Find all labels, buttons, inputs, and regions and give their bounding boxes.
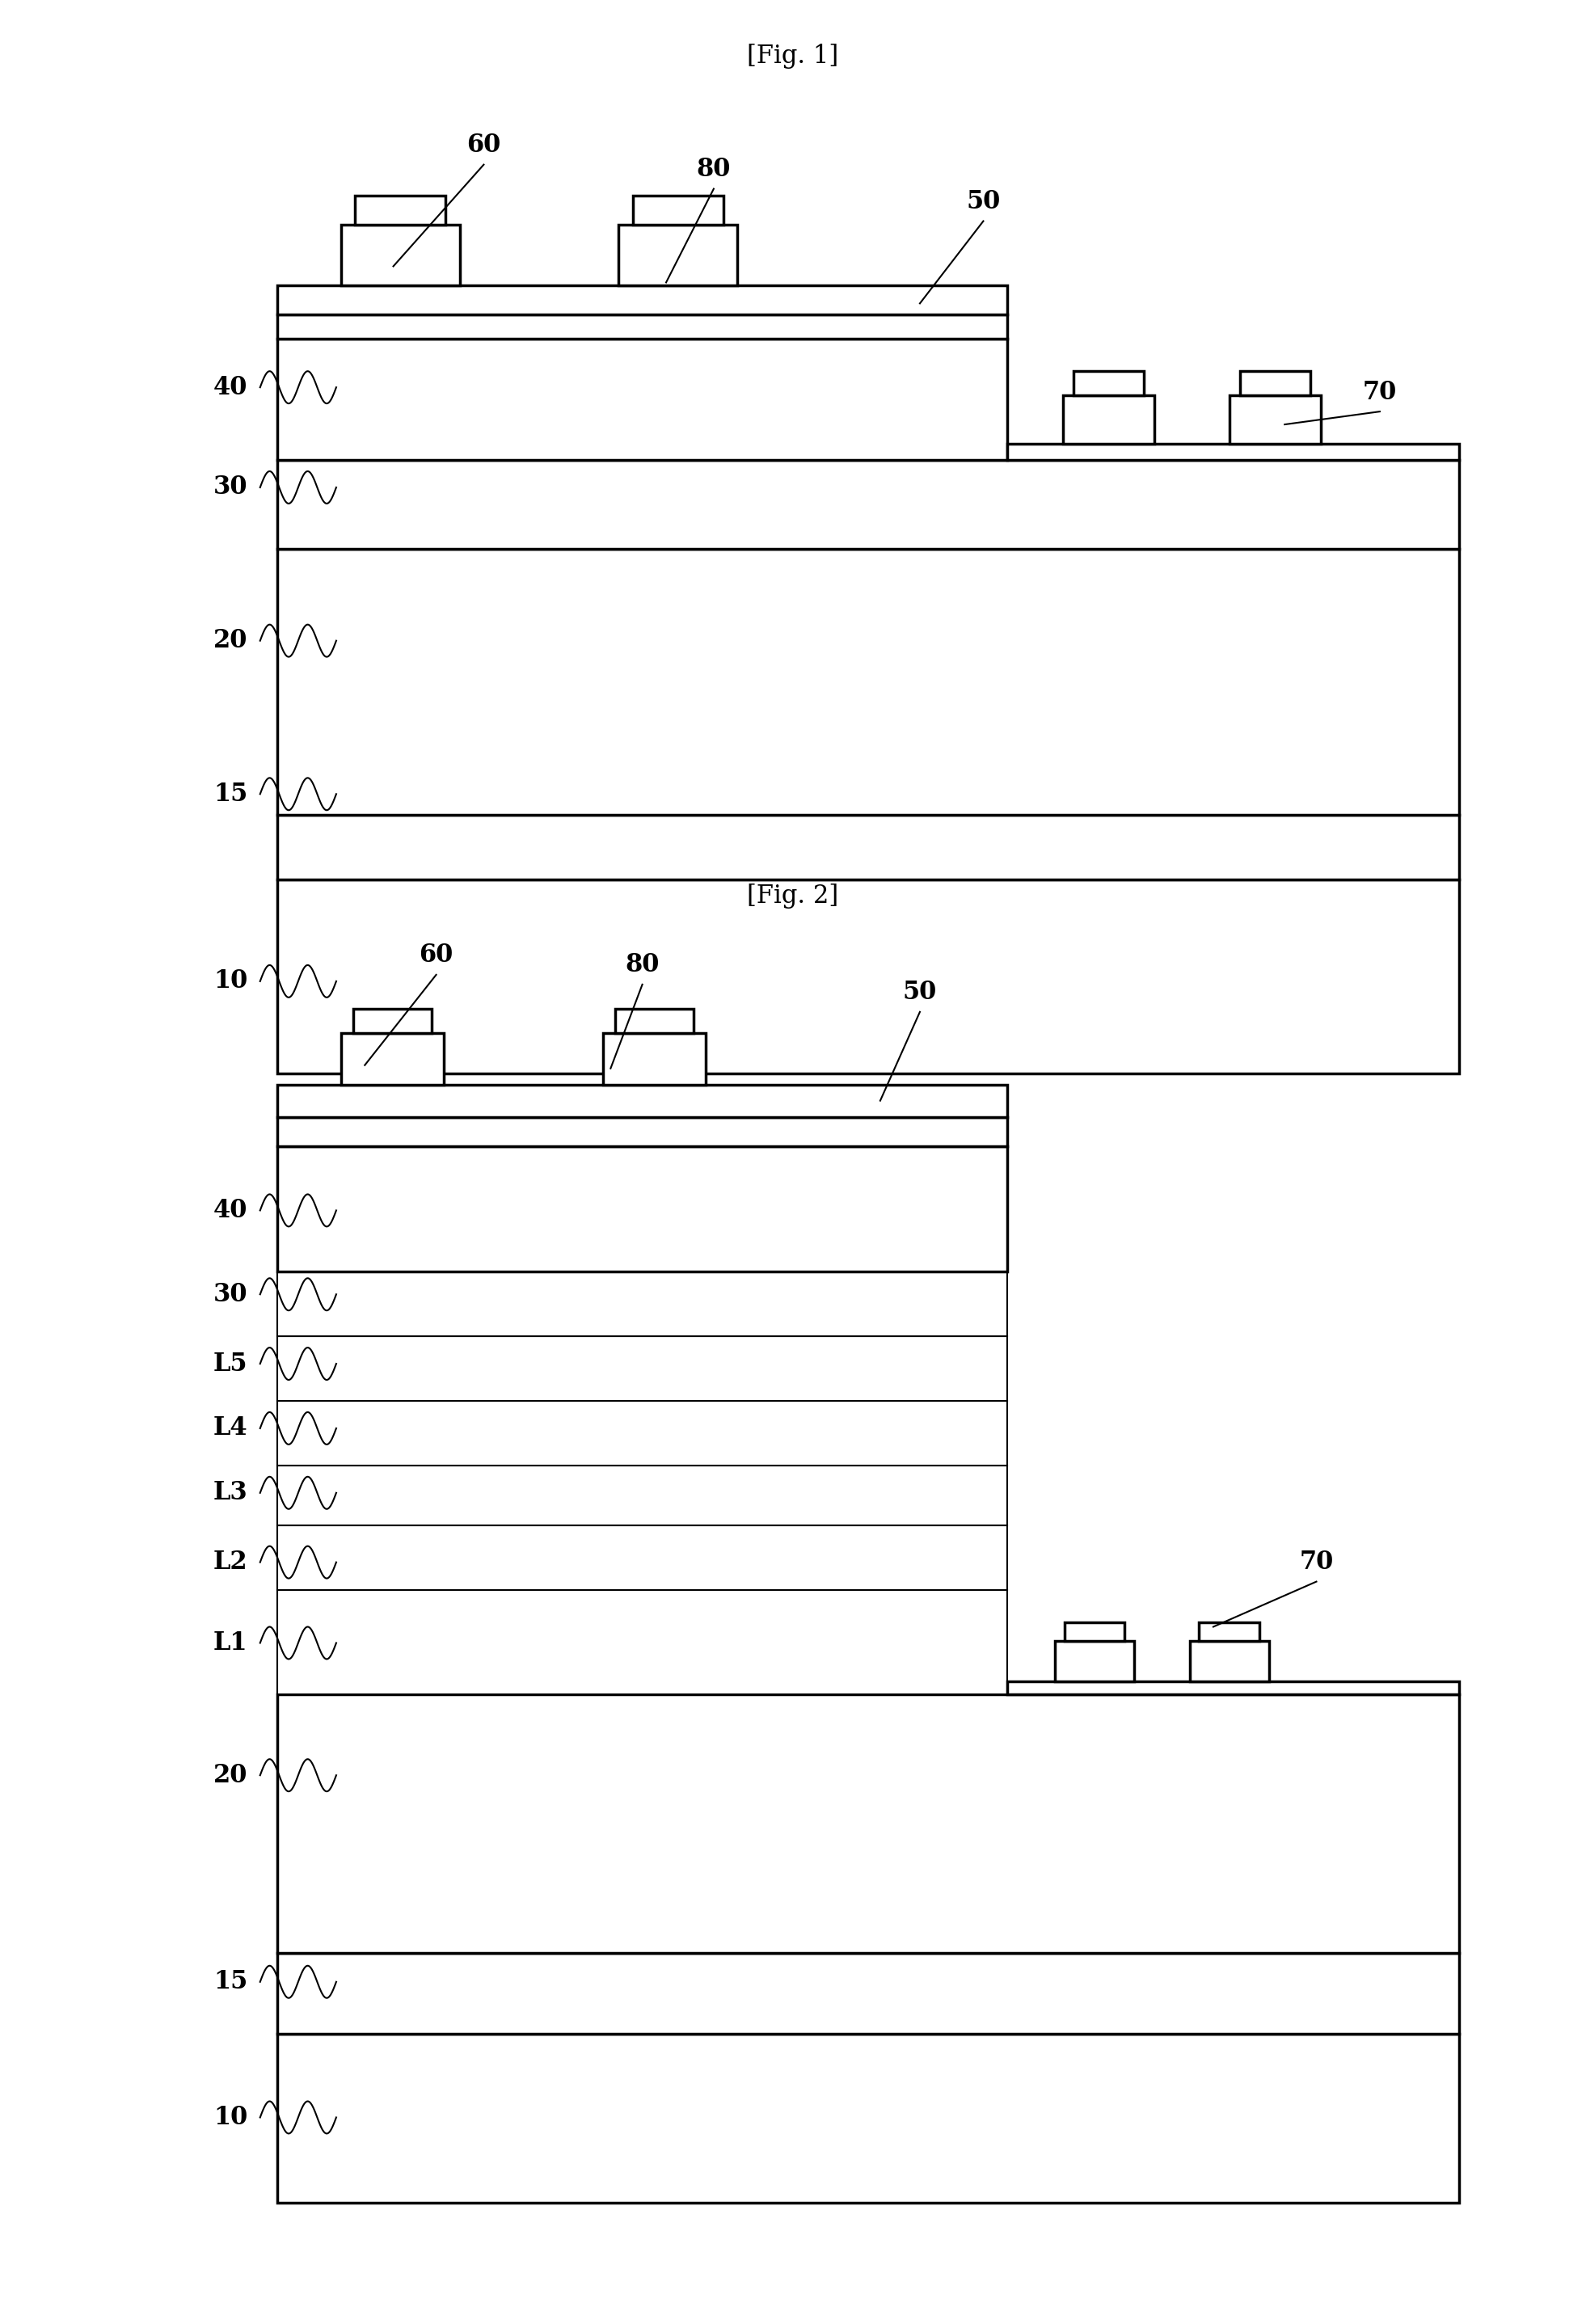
Text: L5: L5	[213, 1350, 247, 1376]
Text: 20: 20	[213, 627, 247, 653]
Bar	[615, 1009, 693, 1032]
Bar	[278, 1118, 1007, 1146]
Text: 15: 15	[213, 1968, 247, 1994]
Text: 40: 40	[213, 1197, 247, 1222]
Bar	[278, 1401, 1007, 1466]
Text: 10: 10	[213, 2106, 247, 2131]
Bar	[278, 1271, 1007, 1336]
Text: [Fig. 1]: [Fig. 1]	[747, 44, 839, 70]
Bar	[278, 1466, 1007, 1525]
Bar	[633, 195, 723, 225]
Text: 60: 60	[466, 132, 501, 158]
Text: 10: 10	[213, 969, 247, 995]
Text: 40: 40	[213, 374, 247, 400]
Text: 70: 70	[1299, 1550, 1334, 1576]
Text: L3: L3	[213, 1480, 247, 1506]
Bar	[278, 460, 1459, 548]
Bar	[354, 1009, 431, 1032]
Bar	[341, 1032, 444, 1085]
Bar	[278, 1525, 1007, 1590]
Bar	[603, 1032, 706, 1085]
Text: 20: 20	[213, 1762, 247, 1787]
Bar	[278, 878, 1459, 1074]
Text: 80: 80	[625, 953, 660, 978]
Bar	[278, 339, 1007, 460]
Text: L4: L4	[213, 1415, 247, 1441]
Bar	[1063, 395, 1155, 444]
Bar	[1007, 1683, 1459, 1694]
Bar	[1190, 1641, 1269, 1683]
Bar	[1055, 1641, 1134, 1683]
Bar	[278, 548, 1459, 816]
Bar	[1240, 372, 1310, 395]
Bar	[1074, 372, 1144, 395]
Bar	[278, 2034, 1459, 2203]
Text: L2: L2	[213, 1550, 247, 1576]
Text: 30: 30	[213, 474, 247, 500]
Bar	[278, 1085, 1007, 1118]
Text: [Fig. 2]: [Fig. 2]	[747, 883, 839, 909]
Bar	[278, 314, 1007, 339]
Bar	[1229, 395, 1321, 444]
Bar	[1007, 444, 1459, 460]
Bar	[1199, 1622, 1259, 1641]
Text: 70: 70	[1362, 379, 1397, 404]
Bar	[619, 225, 737, 286]
Bar	[341, 225, 460, 286]
Bar	[278, 1694, 1459, 1952]
Text: 60: 60	[419, 944, 454, 969]
Bar	[355, 195, 446, 225]
Bar	[1064, 1622, 1124, 1641]
Text: 15: 15	[213, 781, 247, 806]
Bar	[278, 1336, 1007, 1401]
Bar	[278, 286, 1007, 314]
Text: L1: L1	[213, 1631, 247, 1655]
Bar	[278, 1952, 1459, 2034]
Text: 50: 50	[966, 188, 1001, 214]
Text: 50: 50	[902, 981, 937, 1004]
Bar	[278, 816, 1459, 878]
Bar	[278, 1590, 1007, 1694]
Bar	[278, 1146, 1007, 1271]
Text: 30: 30	[213, 1283, 247, 1306]
Text: 80: 80	[696, 158, 731, 181]
